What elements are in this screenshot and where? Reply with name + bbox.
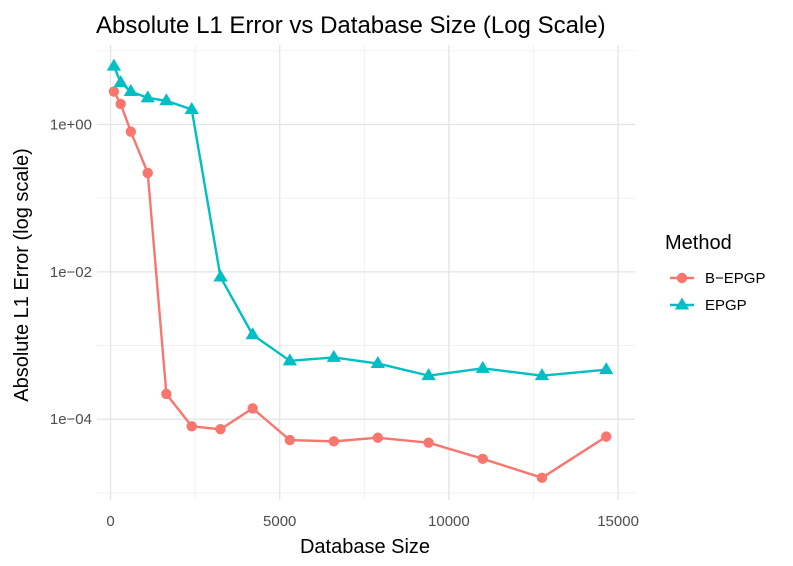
x-tick-label: 15000 [597, 513, 639, 530]
series-epgp [106, 58, 614, 381]
data-point-b-epgp [601, 431, 612, 442]
data-point-b-epgp [108, 86, 120, 97]
y-tick-label: 1e−04 [50, 411, 92, 428]
legend-items: B−EPGP EPGP [670, 270, 765, 314]
x-tick-labels: 0 5000 10000 15000 [106, 513, 639, 530]
legend-marker-epgp [674, 297, 690, 310]
data-point-b-epgp [142, 167, 153, 179]
data-point-epgp [534, 368, 550, 381]
data-point-epgp [282, 353, 297, 366]
data-point-b-epgp [536, 472, 548, 484]
legend-label-b-epgp: B−EPGP [705, 270, 765, 287]
data-point-b-epgp [186, 421, 197, 432]
y-tick-labels: 1e+00 1e−02 1e−04 [50, 117, 92, 429]
data-point-epgp [475, 360, 490, 373]
data-point-epgp [421, 368, 436, 381]
data-point-epgp [159, 93, 174, 106]
data-point-b-epgp [247, 403, 258, 414]
data-point-epgp [113, 75, 128, 88]
data-point-epgp [326, 349, 341, 362]
chart-title: Absolute L1 Error vs Database Size (Log … [96, 12, 606, 39]
series-layer [106, 58, 614, 484]
data-point-epgp [245, 327, 260, 340]
data-point-epgp [370, 356, 385, 369]
major-gridlines [97, 45, 635, 500]
data-point-epgp [123, 84, 138, 97]
y-axis-label: Absolute L1 Error (log scale) [11, 148, 33, 401]
data-point-b-epgp [328, 436, 340, 447]
legend-title: Method [665, 232, 732, 254]
data-point-b-epgp [215, 424, 226, 435]
x-tick-label: 0 [106, 513, 114, 530]
x-tick-label: 5000 [263, 513, 296, 530]
data-point-b-epgp [372, 432, 384, 443]
data-point-epgp [599, 362, 614, 375]
data-point-b-epgp [115, 98, 126, 110]
y-tick-label: 1e−02 [50, 264, 92, 281]
data-point-b-epgp [423, 437, 434, 448]
data-point-b-epgp [477, 453, 488, 464]
data-point-b-epgp [284, 434, 296, 446]
data-point-b-epgp [125, 126, 137, 137]
legend-item-epgp: EPGP [670, 297, 747, 314]
series-b-epgp [108, 86, 612, 484]
data-point-epgp [106, 58, 122, 71]
x-axis-label: Database Size [300, 536, 430, 558]
minor-gridlines [97, 45, 635, 500]
legend-item-b-epgp: B−EPGP [670, 270, 765, 287]
y-tick-label: 1e+00 [50, 117, 92, 134]
data-point-epgp [184, 101, 199, 114]
data-point-b-epgp [161, 388, 172, 400]
legend: Method B−EPGP EPGP [665, 232, 765, 314]
data-point-epgp [140, 90, 155, 103]
legend-label-epgp: EPGP [705, 297, 747, 314]
data-point-epgp [213, 269, 228, 282]
legend-marker-b-epgp [676, 272, 688, 284]
x-tick-label: 10000 [428, 513, 470, 530]
